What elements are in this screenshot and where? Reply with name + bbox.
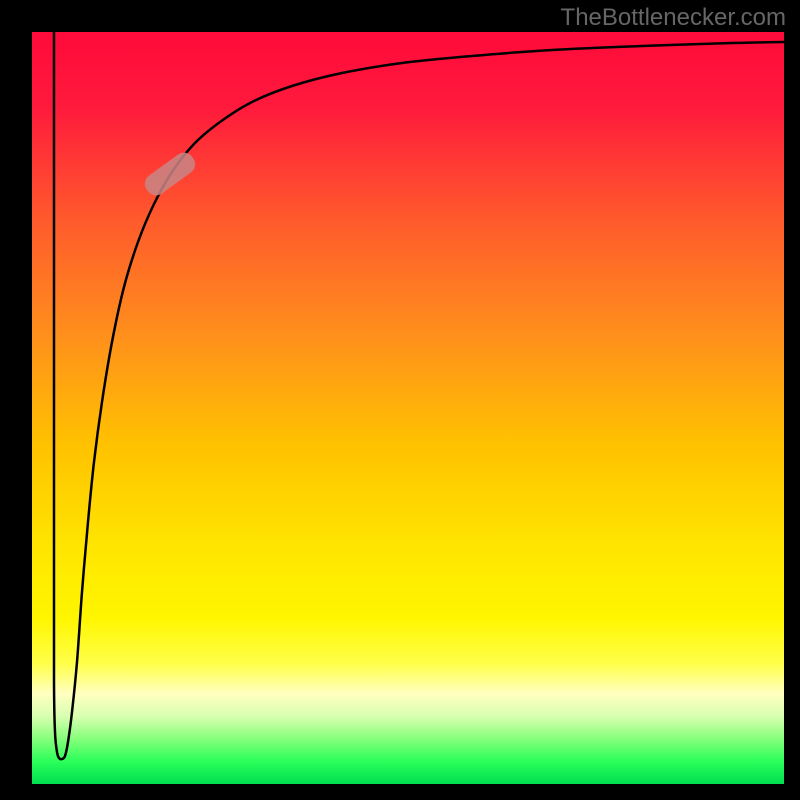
watermark-text: TheBottlenecker.com: [561, 4, 786, 32]
bottleneck-curve-svg: [32, 32, 784, 784]
highlight-marker-rect: [141, 149, 199, 200]
highlight-marker: [141, 149, 199, 200]
plot-area: [32, 32, 784, 784]
bottleneck-curve: [54, 32, 784, 759]
